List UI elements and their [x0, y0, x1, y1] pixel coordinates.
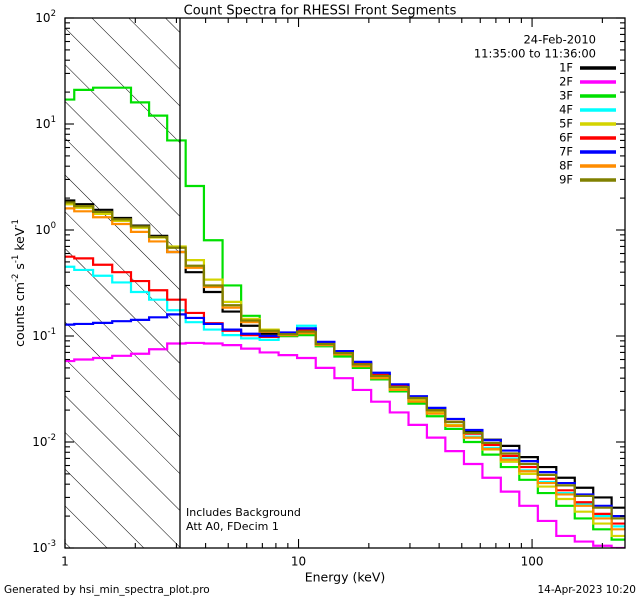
annotation-line-2: Att A0, FDecim 1 — [186, 520, 279, 533]
legend-label-4f: 4F — [559, 103, 573, 117]
y-tick-label: 101 — [35, 115, 56, 131]
footer-timestamp: 14-Apr-2023 10:20 — [537, 584, 636, 596]
y-axis-title: counts cm-2 s-1 keV-1 — [11, 219, 27, 347]
y-tick-label: 10-3 — [32, 539, 56, 555]
legend-label-3f: 3F — [559, 89, 573, 103]
footer-generator: Generated by hsi_min_spectra_plot.pro — [4, 584, 210, 596]
y-axis-title-exp3: -1 — [11, 219, 21, 227]
y-axis-title-base2: s — [12, 263, 27, 274]
data-curves — [65, 86, 625, 548]
x-tick-labels: 1 10 100 — [61, 555, 543, 569]
series-line-9f — [65, 201, 625, 520]
y-axis-title-exp2: -1 — [11, 255, 21, 263]
legend-label-5f: 5F — [559, 117, 573, 131]
y-tick-label: 102 — [35, 9, 56, 25]
svg-text:counts cm-2 s-1 keV-1: counts cm-2 s-1 keV-1 — [11, 219, 27, 347]
observation-date: 24-Feb-2010 — [523, 33, 596, 47]
y-axis-title-exp1: -2 — [11, 274, 21, 282]
legend-label-7f: 7F — [559, 145, 573, 159]
legend-label-6f: 6F — [559, 131, 573, 145]
annotation-line-1: Includes Background — [186, 506, 301, 519]
plot-frame — [64, 17, 626, 549]
page-title: Count Spectra for RHESSI Front Segments — [184, 4, 457, 19]
plot-annotation: Includes Background Att A0, FDecim 1 — [186, 506, 301, 533]
series-line-2f — [65, 341, 625, 548]
x-axis-title: Energy (keV) — [305, 570, 386, 585]
series-line-7f — [65, 313, 625, 518]
y-tick-label: 100 — [35, 221, 56, 237]
y-axis-title-base1: counts cm — [12, 282, 27, 347]
series-line-8f — [65, 207, 625, 531]
axis-ticks — [64, 17, 625, 549]
legend-label-1f: 1F — [559, 61, 573, 75]
x-tick-label: 1 — [61, 555, 69, 569]
x-tick-label: 100 — [521, 555, 544, 569]
y-tick-label: 10-2 — [32, 433, 56, 449]
observation-time-range: 11:35:00 to 11:36:00 — [474, 47, 596, 61]
y-axis-title-base3: keV — [12, 227, 27, 254]
x-tick-label: 10 — [291, 555, 306, 569]
legend-label-9f: 9F — [559, 173, 573, 187]
header-info: 24-Feb-2010 11:35:00 to 11:36:00 — [474, 33, 596, 61]
y-tick-labels: 102 101 100 10-1 10-2 10-3 — [32, 9, 56, 555]
legend-label-8f: 8F — [559, 159, 573, 173]
legend-label-2f: 2F — [559, 75, 573, 89]
y-tick-label: 10-1 — [32, 327, 56, 343]
